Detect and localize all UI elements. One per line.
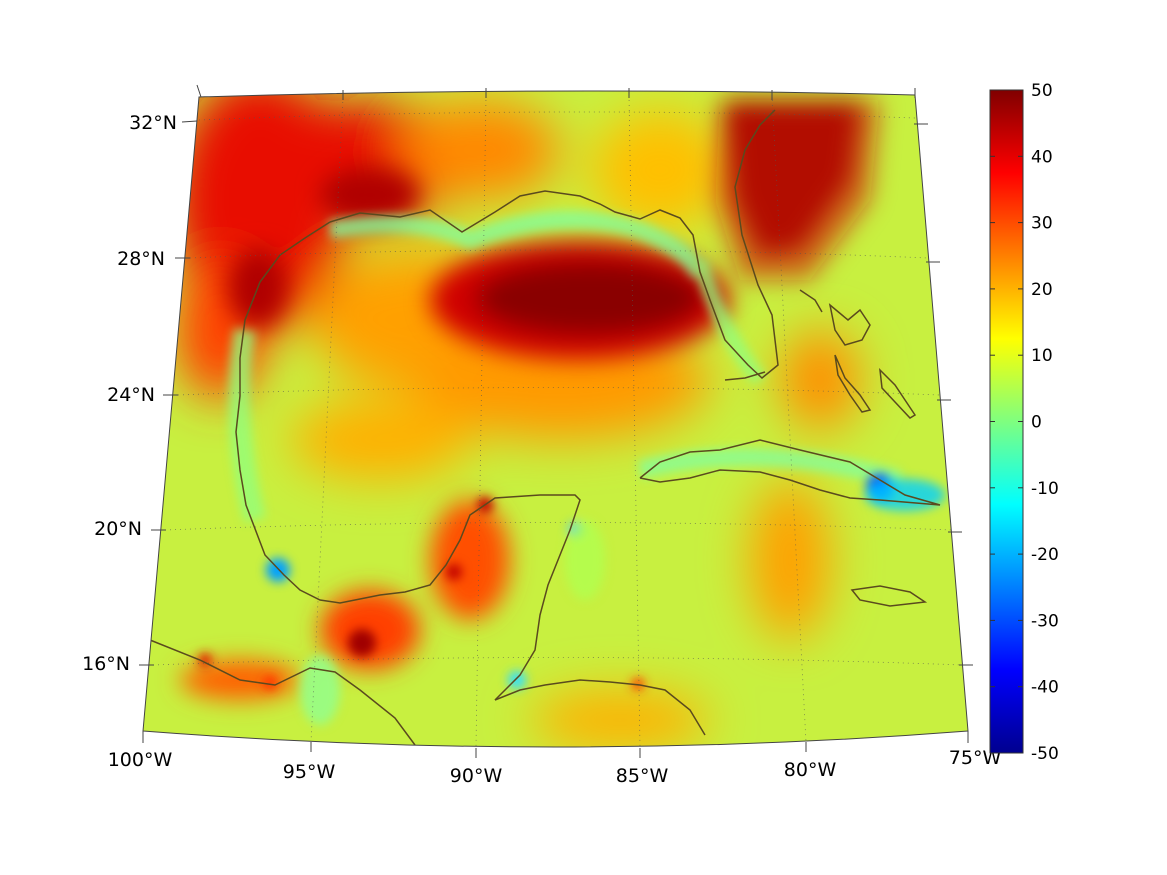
colorbar-tick-label: 50 (1031, 81, 1053, 101)
lon-label-90w: 90°W (450, 765, 503, 787)
map-frame (139, 84, 973, 758)
colorbar-tick-label: 0 (1031, 413, 1042, 433)
lon-label-75w: 75°W (949, 747, 1002, 769)
lat-label-16n: 16°N (82, 653, 130, 675)
colorbar-tick-label: -10 (1031, 479, 1059, 499)
colorbar-tick-label: 40 (1031, 147, 1053, 167)
colorbar-tick-label: -30 (1031, 611, 1059, 631)
data-field (143, 90, 968, 747)
lat-label-28n: 28°N (117, 248, 165, 270)
colorbar-tick-label: 30 (1031, 214, 1053, 234)
latitude-labels: 32°N 28°N 24°N 20°N 16°N (82, 112, 177, 675)
longitude-labels: 100°W 95°W 90°W 85°W 80°W 75°W (108, 747, 1002, 787)
lon-label-80w: 80°W (784, 759, 837, 781)
colorbar-tick-label: 20 (1031, 280, 1053, 300)
colorbar-gradient-bar (989, 89, 1024, 754)
lat-label-24n: 24°N (107, 384, 155, 406)
cuba-coastline (639, 439, 941, 506)
colorbar-tick-label: -20 (1031, 545, 1059, 565)
louisiana-high (320, 167, 420, 223)
colorbar: 50 40 30 20 10 0 -10 -20 -30 -40 -50 (989, 81, 1059, 764)
coastlines (149, 109, 941, 746)
lon-label-85w: 85°W (616, 765, 669, 787)
gulf-coastline (149, 639, 416, 746)
graticule (152, 94, 964, 747)
veracruz-minimum (266, 558, 290, 582)
lon-label-95w: 95°W (283, 761, 336, 783)
colorbar-tick-label: -40 (1031, 678, 1059, 698)
lon-label-100w: 100°W (108, 749, 173, 771)
lat-label-20n: 20°N (94, 518, 142, 540)
colorbar-tick-label: 10 (1031, 346, 1053, 366)
colorbar-ticks: 50 40 30 20 10 0 -10 -20 -30 -40 -50 (990, 81, 1059, 764)
yucatan-campeche-high (430, 500, 510, 620)
colorbar-tick-label: -50 (1031, 744, 1059, 764)
lat-label-32n: 32°N (129, 112, 177, 134)
